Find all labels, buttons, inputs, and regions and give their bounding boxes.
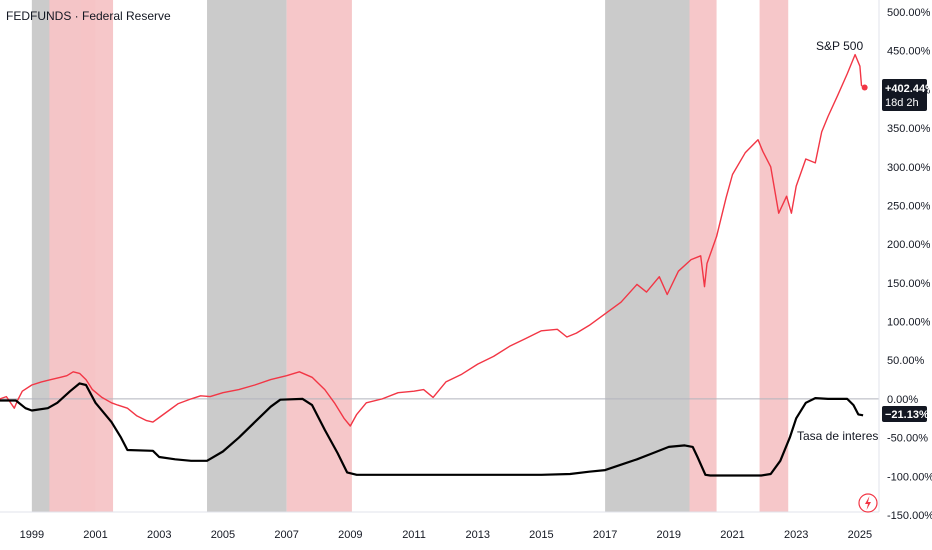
shaded-region-recession-6 [689, 0, 717, 512]
series-lines [0, 53, 868, 477]
y-tick-label: 250.00% [887, 200, 931, 212]
y-tick-label: 50.00% [887, 355, 925, 367]
series-line-sp500 [0, 53, 866, 427]
chart-title: FEDFUNDS · Federal Reserve [6, 9, 171, 23]
y-tick-label: -100.00% [887, 471, 932, 483]
shaded-region-rate-hike-5 [605, 0, 690, 512]
y-tick-label: -150.00% [887, 510, 932, 522]
x-tick-label: 2001 [83, 529, 107, 541]
y-tick-label: 0.00% [887, 394, 918, 406]
x-tick-label: 1999 [20, 529, 44, 541]
y-tick-label: 500.00% [887, 7, 931, 19]
rate-value-text: −21.13% [885, 409, 929, 421]
rate-value-badge: −21.13% [882, 406, 929, 422]
y-tick-label: 200.00% [887, 239, 931, 251]
x-tick-label: 2025 [848, 529, 872, 541]
x-tick-label: 2005 [211, 529, 235, 541]
rate-annotation: Tasa de interes [797, 429, 878, 443]
x-tick-label: 2003 [147, 529, 171, 541]
sp500-last-point [861, 84, 868, 91]
y-tick-label: -50.00% [887, 433, 928, 445]
x-tick-label: 2007 [274, 529, 298, 541]
sp500-countdown-text: 18d 2h [885, 97, 919, 109]
x-tick-label: 2009 [338, 529, 362, 541]
shaded-region-recession-2 [81, 0, 114, 512]
x-tick-label: 2013 [465, 529, 489, 541]
shaded-region-rate-hike-3 [207, 0, 287, 512]
y-tick-label: 150.00% [887, 278, 931, 290]
x-tick-label: 2015 [529, 529, 553, 541]
y-tick-label: 350.00% [887, 123, 931, 135]
shaded-region-recession-4 [286, 0, 352, 512]
x-tick-label: 2011 [402, 529, 426, 541]
x-tick-label: 2021 [720, 529, 744, 541]
y-tick-label: 300.00% [887, 162, 931, 174]
y-tick-label: 100.00% [887, 317, 931, 329]
sp500-value-text: +402.44% [885, 83, 932, 95]
shaded-regions [31, 0, 789, 512]
shaded-region-recession-7 [759, 0, 789, 512]
lightning-icon[interactable] [858, 493, 878, 513]
x-tick-label: 2017 [593, 529, 617, 541]
series-line-rate [0, 382, 864, 477]
x-tick-label: 2023 [784, 529, 808, 541]
sp500-annotation: S&P 500 [816, 39, 863, 53]
y-tick-label: 450.00% [887, 46, 931, 58]
x-tick-label: 2019 [657, 529, 681, 541]
x-axis-ticks: 1999 2001 2003 2005 2007 2009 2011 2013 2015 2017… [20, 529, 873, 541]
sp500-value-badge: +402.44% 18d 2h [882, 79, 932, 111]
